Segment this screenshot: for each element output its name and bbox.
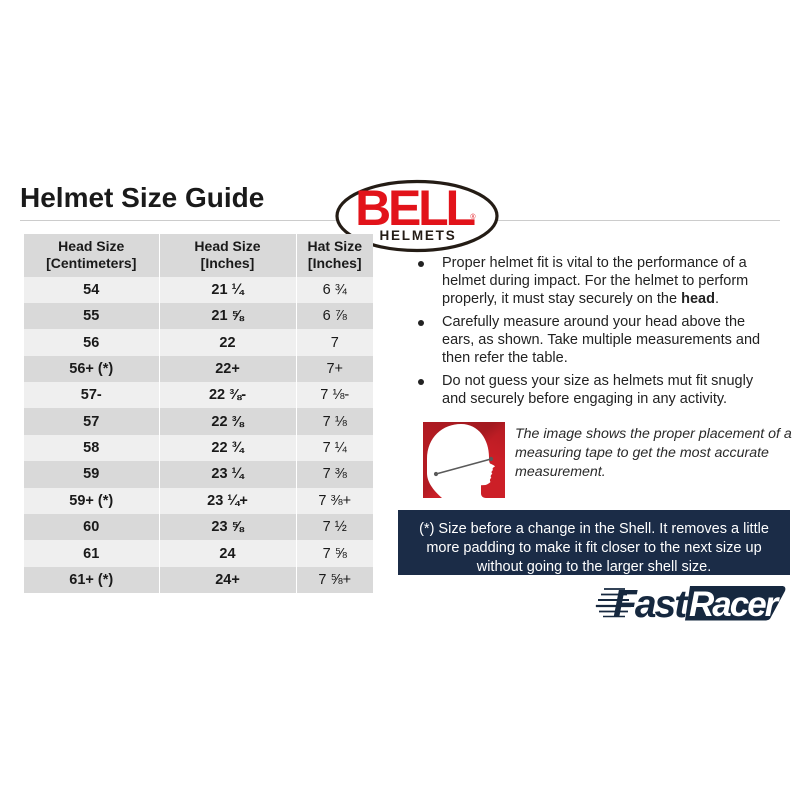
svg-text:HELMETS: HELMETS xyxy=(379,228,456,243)
svg-text:®: ® xyxy=(470,213,476,221)
svg-text:Racer: Racer xyxy=(689,585,781,622)
svg-text:Fast: Fast xyxy=(613,584,689,622)
